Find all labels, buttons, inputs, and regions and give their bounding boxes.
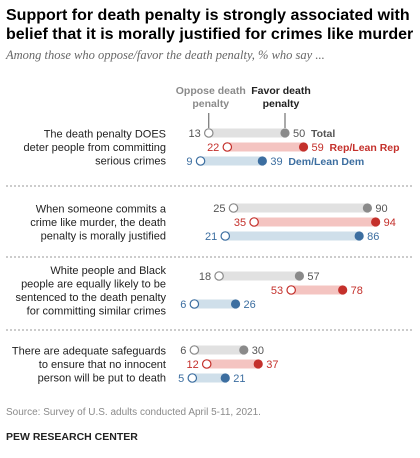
favor-dot (298, 142, 309, 152)
favor-dot (354, 231, 364, 241)
favor-dot (257, 156, 267, 166)
oppose-value-label: 9 (186, 156, 192, 168)
category-label: sentenced to the death penalty (16, 292, 167, 304)
category-label: There are adequate safeguards (12, 346, 167, 358)
category-label: to ensure that no innocent (39, 359, 166, 371)
series-label: Total (311, 128, 335, 140)
oppose-dot (201, 359, 212, 369)
oppose-dot (286, 285, 296, 295)
oppose-dot (220, 231, 231, 241)
favor-dot (220, 373, 230, 383)
category-label: crime like murder, the death (30, 217, 166, 229)
category-label: The death penalty DOES (44, 129, 166, 141)
favor-value-label: 78 (351, 285, 363, 297)
category-label: When someone commits a (36, 204, 167, 216)
range-bar (227, 142, 304, 152)
range-bar (233, 203, 368, 213)
oppose-dot (187, 373, 198, 383)
range-bar (225, 231, 360, 241)
category-label: deter people from committing (24, 142, 166, 154)
category-label: penalty is morally justified (41, 231, 166, 243)
category-label: for committing similar crimes (27, 305, 167, 317)
oppose-dot (214, 271, 224, 281)
oppose-value-label: 18 (199, 271, 211, 283)
range-bar (254, 217, 376, 227)
favor-dot (371, 217, 381, 227)
range-bar (208, 128, 285, 138)
favor-value-label: 30 (252, 345, 264, 357)
favor-value-label: 50 (293, 128, 305, 140)
favor-value-label: 26 (244, 299, 256, 311)
oppose-dot (228, 203, 239, 213)
range-bar (194, 299, 236, 309)
oppose-dot (249, 217, 259, 227)
source-note: Source: Survey of U.S. adults conducted … (6, 407, 261, 418)
favor-value-label: 37 (266, 359, 278, 371)
favor-value-label: 90 (375, 203, 387, 215)
oppose-value-label: 6 (180, 299, 186, 311)
oppose-value-label: 35 (234, 217, 246, 229)
range-bar (219, 271, 300, 281)
favor-dot (338, 285, 348, 295)
oppose-value-label: 22 (207, 142, 219, 154)
favor-value-label: 57 (307, 271, 319, 283)
range-bar (194, 345, 244, 355)
range-bar (192, 373, 226, 383)
oppose-value-label: 53 (271, 285, 283, 297)
favor-value-label: 39 (270, 156, 282, 168)
range-bar (206, 359, 259, 369)
category-label: person will be put to death (38, 373, 166, 385)
favor-dot (253, 359, 263, 369)
favor-dot (230, 299, 241, 309)
category-label: White people and Black (50, 265, 166, 277)
oppose-dot (222, 142, 233, 152)
range-bar (200, 156, 263, 166)
oppose-value-label: 13 (189, 128, 201, 140)
favor-value-label: 94 (384, 217, 396, 229)
legend-oppose-label: penalty (192, 98, 229, 110)
legend-favor-label: Favor death (251, 85, 311, 97)
oppose-dot (195, 156, 206, 166)
legend-favor-label: penalty (263, 98, 300, 110)
brand-logo-text: PEW RESEARCH CENTER (6, 431, 138, 443)
oppose-value-label: 5 (178, 373, 184, 385)
favor-dot (294, 271, 305, 281)
chart-subtitle: Among those who oppose/favor the death p… (6, 48, 325, 62)
range-bar (291, 285, 343, 295)
oppose-value-label: 21 (205, 231, 217, 243)
chart-title: Support for death penalty is strongly as… (6, 7, 414, 43)
oppose-dot (189, 299, 200, 309)
oppose-value-label: 6 (180, 345, 186, 357)
favor-value-label: 86 (367, 231, 379, 243)
category-label: people are equally likely to be (21, 278, 166, 290)
legend-oppose-label: Oppose death (176, 85, 246, 97)
series-label: Rep/Lean Rep (330, 142, 400, 154)
favor-dot (239, 345, 249, 355)
oppose-dot (203, 128, 214, 138)
category-label: serious crimes (95, 156, 166, 168)
oppose-dot (189, 345, 200, 355)
favor-dot (362, 203, 372, 213)
favor-value-label: 59 (312, 142, 324, 154)
oppose-value-label: 12 (186, 359, 198, 371)
favor-value-label: 21 (233, 373, 245, 385)
oppose-value-label: 25 (213, 203, 225, 215)
series-label: Dem/Lean Dem (288, 156, 364, 168)
favor-dot (280, 128, 290, 138)
